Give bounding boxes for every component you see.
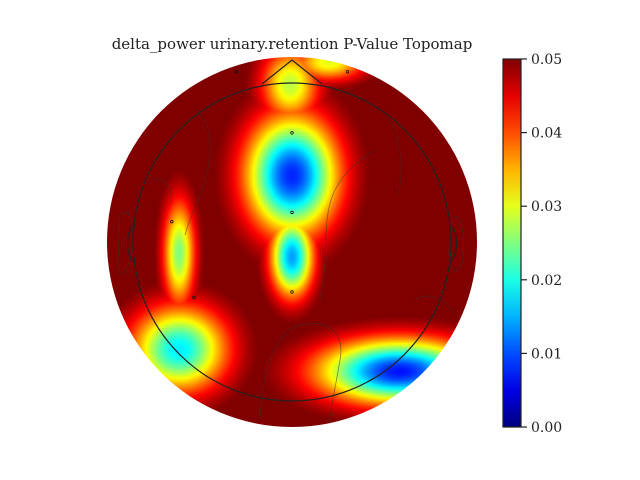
- colorbar-tick-label: 0.00: [531, 420, 562, 436]
- electrode-marker: [192, 295, 196, 300]
- head-outline: [132, 82, 452, 402]
- colorbar-frame: [502, 58, 522, 428]
- colorbar-tick-label: 0.05: [531, 52, 562, 68]
- electrode-marker: [345, 70, 350, 74]
- colorbar-gradient: [503, 59, 521, 427]
- colorbar: 0.00 0.01 0.02 0.03 0.04 0.05: [502, 52, 562, 436]
- colorbar-tick-label: 0.02: [531, 273, 562, 289]
- electrode-markers: [170, 70, 350, 300]
- electrode-marker: [170, 219, 174, 224]
- p-value-heatmap: [107, 57, 477, 427]
- colorbar-tick-label: 0.01: [531, 346, 562, 362]
- nose-outline: [261, 59, 323, 85]
- contour-lines: [117, 109, 464, 426]
- electrode-marker: [290, 210, 294, 215]
- electrode-marker: [290, 290, 294, 294]
- left-ear-outline: [126, 224, 136, 263]
- electrode-marker: [234, 70, 239, 74]
- right-ear-outline: [448, 224, 458, 263]
- colorbar-tick-label: 0.04: [531, 126, 562, 142]
- colorbar-tick-label: 0.03: [531, 199, 562, 215]
- chart-title: delta_power urinary.retention P-Value To…: [112, 35, 473, 53]
- topomap-plot: [107, 57, 477, 427]
- electrode-marker: [290, 131, 294, 135]
- colorbar-ticks: 0.00 0.01 0.02 0.03 0.04 0.05: [521, 52, 562, 436]
